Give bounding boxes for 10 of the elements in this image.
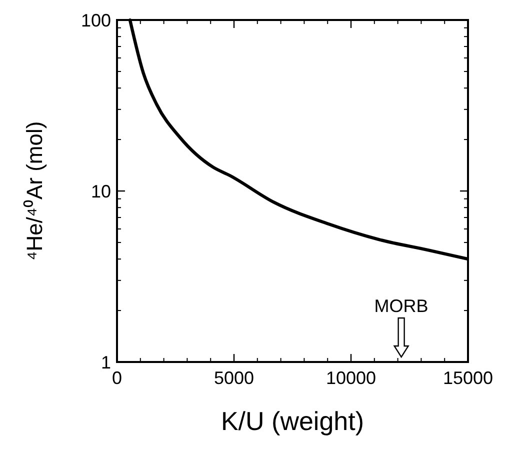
y-tick-label: 1 (100, 352, 111, 372)
x-tick-label: 15000 (442, 368, 494, 388)
y-tick-label: 100 (80, 10, 111, 30)
x-tick-label: 10000 (326, 368, 376, 388)
x-tick-label: 0 (112, 368, 122, 388)
y-tick-label: 10 (90, 181, 111, 202)
x-tick-label: 5000 (214, 368, 254, 388)
annotation: MORB (374, 296, 428, 316)
x-axis-title: K/U (weight) (220, 406, 364, 436)
y-axis-title: ⁴He/⁴⁰Ar (mol) (22, 121, 47, 261)
